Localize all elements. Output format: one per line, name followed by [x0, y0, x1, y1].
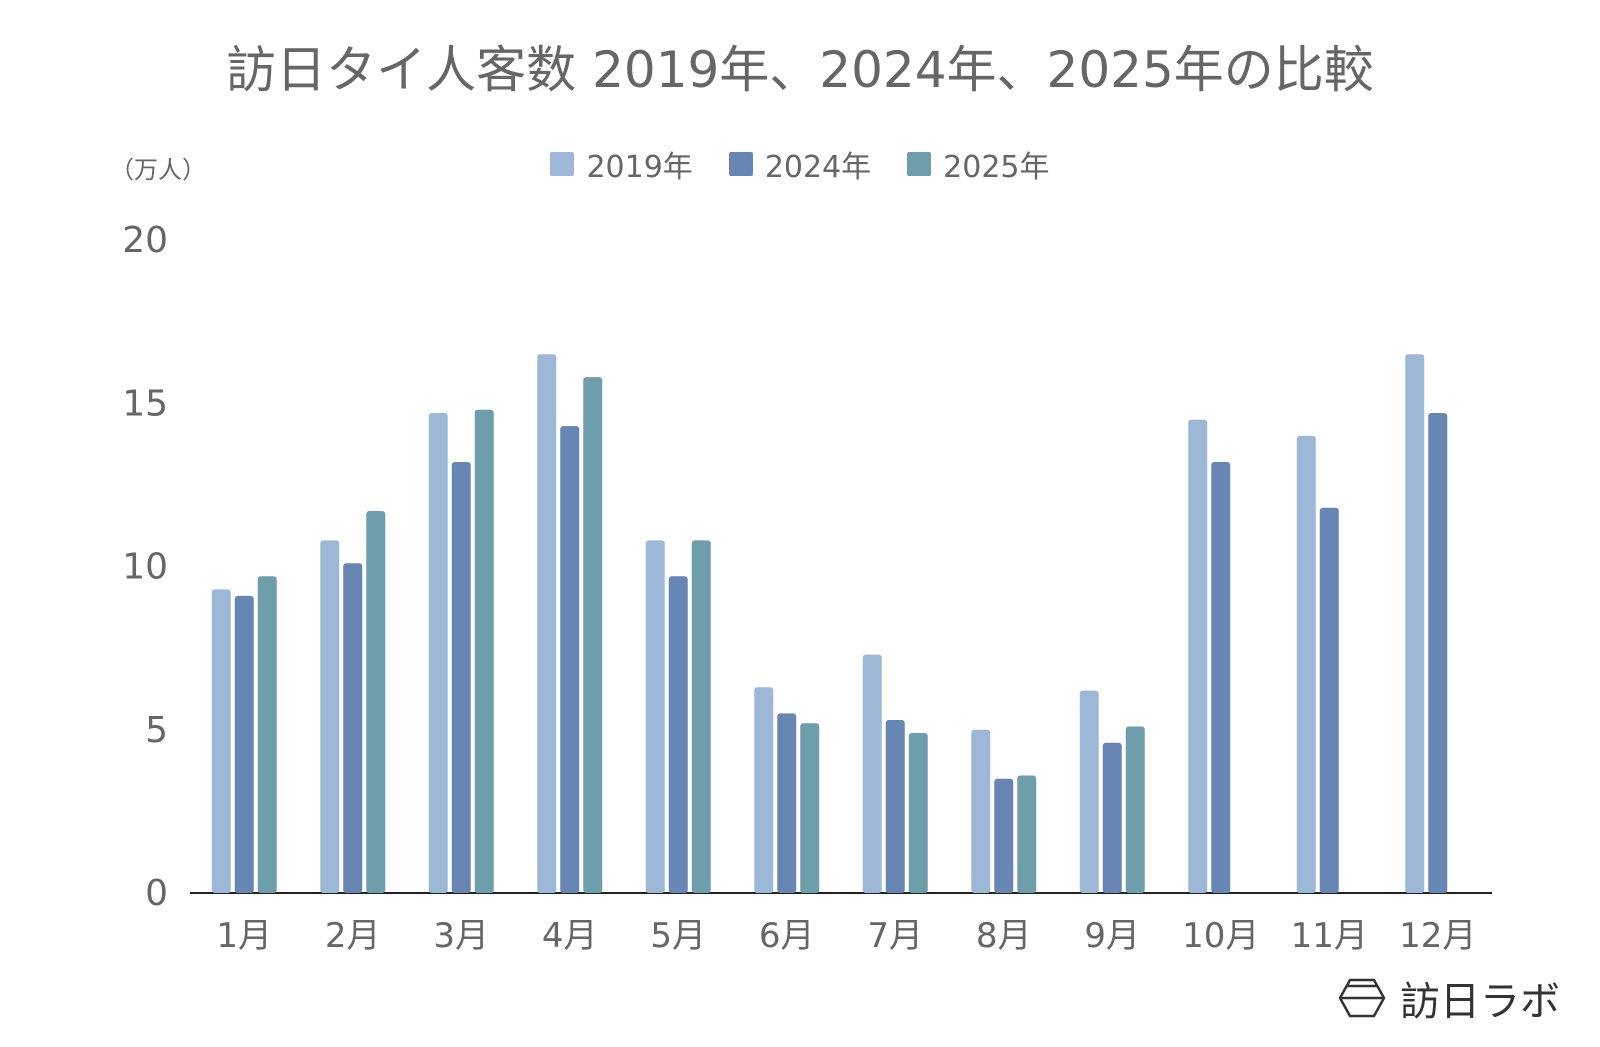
bar-2019年-11月	[1296, 435, 1316, 893]
legend-label: 2024年	[764, 150, 872, 185]
x-tick-label: 6月	[759, 916, 815, 956]
bar-2024年-5月	[668, 576, 688, 893]
bar-2019年-10月	[1188, 419, 1208, 893]
bar-2019年-4月	[537, 354, 557, 893]
y-tick-label: 5	[145, 710, 168, 751]
bar-2024年-8月	[994, 778, 1014, 893]
x-tick-label: 11月	[1291, 916, 1368, 956]
chart-title: 訪日タイ人客数 2019年、2024年、2025年の比較	[226, 41, 1374, 99]
x-tick-label: 7月	[867, 916, 923, 956]
y-tick-label: 10	[122, 547, 168, 588]
bar-2024年-12月	[1428, 413, 1448, 893]
bar-2024年-4月	[560, 426, 580, 893]
legend-swatch	[550, 152, 575, 176]
x-tick-label: 9月	[1084, 916, 1140, 956]
bar-2024年-7月	[885, 719, 905, 893]
y-tick-label: 0	[145, 873, 168, 914]
legend-item: 2019年	[550, 142, 693, 186]
bar-2025年-3月	[474, 409, 494, 893]
bar-2025年-6月	[800, 723, 820, 893]
bar-2019年-7月	[862, 654, 882, 893]
y-tick-label: 15	[122, 383, 168, 424]
bar-2019年-8月	[971, 729, 991, 893]
bar-2024年-2月	[343, 563, 363, 893]
legend-item: 2024年	[728, 142, 872, 186]
legend-item: 2025年	[907, 142, 1050, 186]
logo: 訪日ラボ	[1338, 969, 1560, 1027]
x-tick-label: 1月	[216, 916, 272, 956]
x-tick-label: 12月	[1399, 916, 1476, 956]
bar-2019年-2月	[320, 540, 340, 893]
logo-text: 訪日ラボ	[1400, 979, 1560, 1025]
bar-2019年-9月	[1079, 690, 1099, 893]
bar-2025年-9月	[1125, 726, 1145, 893]
bar-2024年-10月	[1211, 462, 1231, 893]
bar-2024年-3月	[451, 462, 471, 893]
bar-2025年-2月	[366, 510, 386, 893]
bar-2019年-12月	[1405, 354, 1425, 893]
x-tick-label: 3月	[433, 916, 489, 956]
bar-2024年-1月	[234, 595, 254, 893]
x-tick-label: 2月	[325, 916, 381, 956]
x-tick-label: 8月	[976, 916, 1032, 956]
x-tick-label: 10月	[1182, 916, 1259, 956]
bar-2025年-4月	[583, 377, 603, 893]
legend-swatch	[728, 152, 753, 176]
bar-2025年-1月	[257, 576, 277, 893]
legend-swatch	[907, 152, 932, 176]
bar-2024年-11月	[1319, 507, 1339, 893]
y-axis-unit-label: （万人）	[110, 156, 206, 184]
bar-2019年-5月	[645, 540, 665, 893]
bar-2024年-9月	[1102, 742, 1122, 893]
legend: 2019年 2024年 2025年	[0, 142, 1600, 186]
x-tick-label: 5月	[650, 916, 706, 956]
legend-label: 2025年	[943, 150, 1050, 185]
bar-2019年-3月	[428, 413, 448, 893]
bar-2025年-7月	[908, 733, 928, 893]
x-tick-label: 4月	[542, 916, 598, 956]
bar-2025年-8月	[1017, 775, 1037, 893]
bar-2024年-6月	[777, 713, 797, 893]
y-tick-label: 20	[122, 220, 168, 261]
bar-2019年-1月	[211, 589, 231, 893]
logo-icon	[1338, 978, 1386, 1018]
bar-2019年-6月	[754, 687, 774, 893]
legend-label: 2019年	[586, 150, 693, 185]
bar-2025年-5月	[691, 540, 711, 893]
